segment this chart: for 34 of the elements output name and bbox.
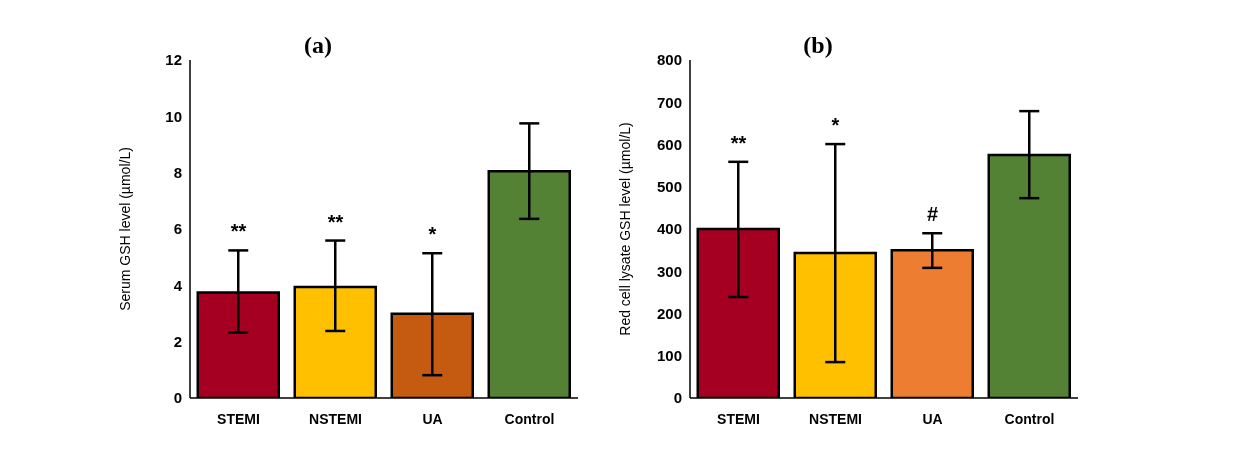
y-axis-title: Serum GSH level (µmol/L) — [116, 147, 133, 311]
y-tick-label: 0 — [673, 389, 682, 407]
y-tick-label: 800 — [656, 51, 682, 69]
y-tick-label: 6 — [173, 220, 182, 238]
annotation: ** — [230, 220, 247, 243]
y-tick-label: 500 — [656, 178, 682, 196]
y-tick-label: 0 — [173, 389, 182, 407]
x-tick-label: STEMI — [717, 410, 760, 427]
x-tick-label: NSTEMI — [309, 410, 362, 427]
x-tick-label: STEMI — [217, 410, 260, 427]
annotation: * — [831, 114, 840, 137]
y-tick-label: 600 — [656, 135, 682, 153]
x-tick-label: Control — [1004, 410, 1055, 427]
y-tick-label: 8 — [173, 163, 182, 181]
annotation: ** — [327, 210, 344, 233]
y-tick-label: 2 — [173, 332, 182, 350]
annotation: * — [428, 223, 437, 246]
y-axis-title: Red cell lysate GSH level (µmol/L) — [616, 122, 633, 336]
y-tick-label: 4 — [173, 276, 183, 294]
y-tick-label: 10 — [165, 107, 182, 125]
x-tick-label: UA — [422, 410, 443, 427]
annotation: # — [926, 203, 939, 226]
x-tick-label: UA — [922, 410, 943, 427]
y-tick-label: 400 — [656, 220, 682, 238]
y-tick-label: 100 — [656, 347, 682, 365]
x-tick-label: Control — [504, 410, 555, 427]
y-tick-label: 300 — [656, 262, 682, 280]
chart-title: (b) — [802, 32, 834, 59]
y-tick-label: 700 — [656, 93, 682, 111]
chart-title: (a) — [303, 32, 333, 59]
y-tick-label: 200 — [656, 304, 682, 322]
y-tick-label: 12 — [165, 51, 182, 69]
x-tick-label: NSTEMI — [809, 410, 862, 427]
annotation: ** — [730, 131, 747, 154]
